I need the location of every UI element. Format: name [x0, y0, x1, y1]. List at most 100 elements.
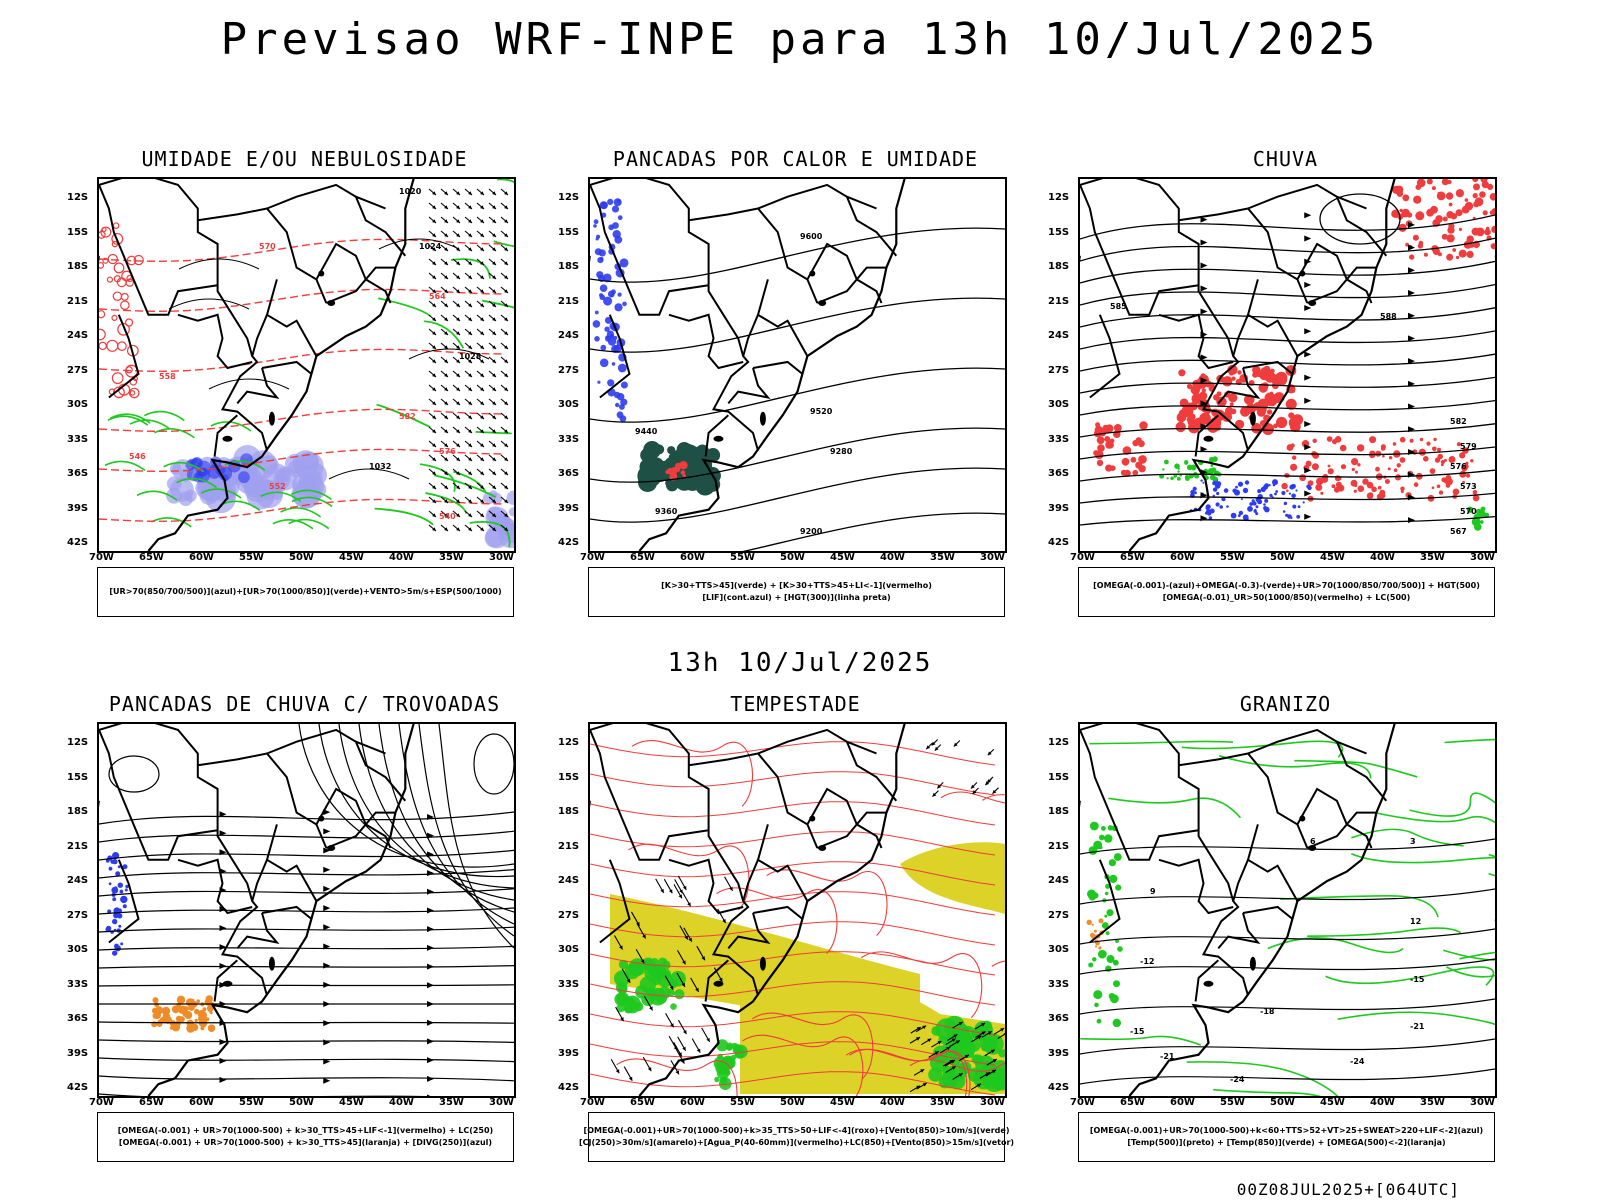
thickness-contour	[107, 253, 118, 265]
wind-vector-head	[990, 1049, 995, 1054]
shaded-cell	[1216, 396, 1227, 407]
state-border	[99, 724, 268, 996]
state-border	[1089, 859, 1121, 944]
flow-arrow	[1200, 354, 1208, 361]
state-border	[1194, 414, 1219, 457]
shaded-cell	[1331, 484, 1336, 489]
legend-line: [OMEGA(-0.001) + UR>70(1000-500) + k>30_…	[118, 1138, 493, 1147]
contour-line	[99, 288, 505, 313]
state-border	[354, 196, 407, 257]
thickness-contour	[99, 341, 107, 351]
state-border	[213, 959, 238, 1002]
state-border	[1232, 314, 1249, 357]
shaded-cell	[1228, 393, 1238, 403]
shaded-cell	[1459, 452, 1466, 459]
flow-arrow	[427, 944, 434, 951]
lake	[222, 435, 233, 442]
shaded-cell	[599, 284, 608, 292]
lon-tick-label: 35W	[1420, 552, 1445, 563]
shaded-cell	[1212, 481, 1217, 486]
contour-label: 1032	[369, 462, 391, 471]
wind-vector-head	[504, 345, 508, 349]
lon-tick-label: 55W	[1220, 552, 1245, 563]
wind-vector-head	[468, 373, 472, 377]
wind-vector-head	[456, 205, 460, 209]
shaded-cell	[1235, 485, 1238, 489]
wind-vector-head	[456, 191, 460, 195]
shaded-cell	[120, 895, 128, 904]
shaded-cell	[1184, 474, 1190, 480]
lat-tick-label: 18S	[67, 806, 89, 817]
humidity-contour	[469, 521, 511, 547]
streamline	[1080, 260, 1495, 284]
lagoon	[1249, 411, 1256, 426]
shaded-cell	[620, 381, 628, 389]
flow-arrow	[1200, 515, 1208, 522]
temp500-contour	[1080, 888, 1495, 905]
humidity-contour	[104, 460, 146, 472]
shaded-cell	[1170, 476, 1174, 481]
wind-vector-head	[985, 781, 990, 786]
lat-tick-label: 39S	[67, 502, 89, 514]
shaded-cell	[1479, 191, 1486, 198]
shaded-cell	[1190, 464, 1197, 471]
shaded-cell	[171, 1005, 180, 1014]
contour-label: -24	[1230, 1075, 1245, 1084]
shaded-cell	[124, 888, 128, 892]
lat-tick-label: 18S	[67, 261, 89, 272]
shaded-cell	[176, 995, 186, 1004]
pressure-contour	[328, 468, 410, 480]
shaded-cell	[1264, 498, 1269, 503]
shaded-cell	[1200, 373, 1206, 379]
shaded-cell	[1212, 494, 1215, 497]
wind-vector-head	[682, 885, 687, 890]
shaded-cell	[1104, 914, 1108, 918]
state-border	[1089, 314, 1121, 399]
temp850-contour	[1375, 812, 1495, 824]
flow-arrow	[1408, 403, 1415, 410]
wind-vector-head	[729, 886, 733, 891]
wind-vector-head	[432, 303, 436, 307]
shaded-cell	[1415, 211, 1425, 221]
state-border	[197, 752, 328, 849]
flow-arrow	[323, 866, 331, 873]
shaded-cell	[1285, 398, 1297, 410]
lc850-streamline	[742, 1034, 864, 1096]
flow-arrow	[427, 907, 434, 914]
wind-vector-head	[468, 415, 472, 419]
shaded-cell	[1090, 932, 1095, 938]
wind-vector-head	[492, 247, 496, 251]
wind-vector-head	[492, 289, 496, 293]
flow-arrow	[1408, 244, 1415, 251]
shaded-cell	[1209, 474, 1216, 481]
shaded-cell	[1375, 450, 1382, 457]
shaded-cell	[1356, 444, 1365, 452]
state-border	[1246, 824, 1299, 902]
state-border	[845, 196, 898, 257]
lake	[1203, 980, 1214, 987]
flow-arrow	[1304, 513, 1312, 520]
wind-vector-head	[922, 1025, 927, 1030]
wind-vector-head	[480, 205, 484, 209]
shaded-cell	[1466, 235, 1474, 243]
legend-line: [OMEGA(-0.001)+UR>70(1000-500)+k>35_TTS>…	[583, 1126, 1010, 1135]
humidity-contour	[109, 413, 151, 424]
flow-arrow	[427, 1057, 434, 1064]
thickness-contour	[106, 276, 114, 283]
flow-arrow	[1408, 426, 1415, 433]
wind-vector-head	[456, 317, 460, 321]
shaded-cell	[1490, 243, 1495, 250]
state-border	[757, 183, 877, 210]
shaded-cell	[1455, 209, 1463, 217]
lat-tick-label: 12S	[67, 192, 89, 203]
streamline	[99, 811, 514, 825]
shaded-cell	[1275, 373, 1288, 386]
thickness-contour	[112, 222, 120, 229]
panel-legend: [UR>70(850/700/500)](azul)+[UR>70(1000/8…	[97, 567, 514, 617]
shaded-cell	[1135, 461, 1143, 469]
streamline	[99, 1093, 425, 1096]
wind-vector-head	[722, 919, 726, 924]
thickness-contour	[111, 232, 124, 245]
wind-vector-head	[649, 1006, 653, 1011]
shaded-cell	[1255, 512, 1259, 516]
